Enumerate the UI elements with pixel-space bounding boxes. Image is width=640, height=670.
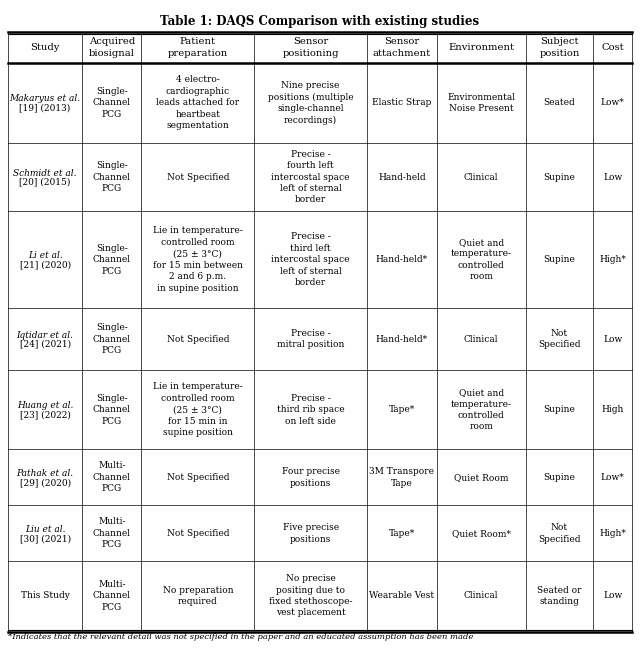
Text: Supine: Supine [543, 255, 575, 264]
Text: Low*: Low* [601, 473, 625, 482]
Text: Supine: Supine [543, 405, 575, 414]
Text: Single-
Channel
PCG: Single- Channel PCG [93, 244, 131, 275]
Text: Low*: Low* [601, 98, 625, 107]
Text: Seated: Seated [543, 98, 575, 107]
Text: Clinical: Clinical [464, 334, 499, 344]
Text: Single-
Channel
PCG: Single- Channel PCG [93, 394, 131, 425]
Text: Nine precise
positions (multiple
single-channel
recordings): Nine precise positions (multiple single-… [268, 81, 353, 125]
Text: Clinical: Clinical [464, 172, 499, 182]
Text: Multi-
Channel
PCG: Multi- Channel PCG [93, 517, 131, 549]
Text: This Study: This Study [20, 591, 70, 600]
Text: [30] (2021): [30] (2021) [19, 534, 70, 543]
Text: Single-
Channel
PCG: Single- Channel PCG [93, 161, 131, 193]
Text: Environment: Environment [448, 43, 514, 52]
Text: Not Specified: Not Specified [166, 334, 229, 344]
Text: Iqtidar et al.: Iqtidar et al. [17, 330, 74, 340]
Text: Supine: Supine [543, 473, 575, 482]
Text: Liu et al.: Liu et al. [25, 525, 65, 534]
Text: Low: Low [603, 334, 622, 344]
Text: Cost: Cost [602, 43, 624, 52]
Text: Hand-held*: Hand-held* [376, 255, 428, 264]
Text: Low: Low [603, 172, 622, 182]
Text: Schmidt et al.: Schmidt et al. [13, 169, 77, 178]
Text: Elastic Strap: Elastic Strap [372, 98, 431, 107]
Text: [19] (2013): [19] (2013) [19, 103, 70, 113]
Text: Not
Specified: Not Specified [538, 523, 580, 543]
Text: High: High [602, 405, 624, 414]
Text: Pathak et al.: Pathak et al. [17, 469, 74, 478]
Text: [29] (2020): [29] (2020) [19, 478, 70, 487]
Text: Quiet and
temperature-
controlled
room: Quiet and temperature- controlled room [451, 388, 511, 431]
Text: Low: Low [603, 591, 622, 600]
Text: 3M Transpore
Tape: 3M Transpore Tape [369, 467, 435, 488]
Text: Precise -
third rib space
on left side: Precise - third rib space on left side [277, 394, 344, 425]
Text: Single-
Channel
PCG: Single- Channel PCG [93, 323, 131, 355]
Text: Precise -
mitral position: Precise - mitral position [277, 329, 344, 349]
Text: Four precise
positions: Four precise positions [282, 467, 340, 488]
Text: Li et al.: Li et al. [28, 251, 63, 260]
Text: Sensor
attachment: Sensor attachment [373, 38, 431, 58]
Text: [23] (2022): [23] (2022) [20, 410, 70, 419]
Text: Table 1: DAQS Comparison with existing studies: Table 1: DAQS Comparison with existing s… [161, 15, 479, 28]
Text: Precise -
fourth left
intercostal space
left of sternal
border: Precise - fourth left intercostal space … [271, 149, 350, 204]
Text: Tape*: Tape* [388, 405, 415, 414]
Text: Lie in temperature-
controlled room
(25 ± 3°C)
for 15 min between
2 and 6 p.m.
i: Lie in temperature- controlled room (25 … [153, 226, 243, 293]
Text: Not
Specified: Not Specified [538, 329, 580, 349]
Text: Tape*: Tape* [388, 529, 415, 538]
Text: *Indicates that the relevant detail was not specified in the paper and an educat: *Indicates that the relevant detail was … [8, 633, 474, 641]
Text: Multi-
Channel
PCG: Multi- Channel PCG [93, 462, 131, 493]
Text: [24] (2021): [24] (2021) [19, 340, 70, 348]
Text: Acquired
biosignal: Acquired biosignal [89, 38, 135, 58]
Text: Not Specified: Not Specified [166, 473, 229, 482]
Text: Supine: Supine [543, 172, 575, 182]
Text: Five precise
positions: Five precise positions [283, 523, 339, 543]
Text: Clinical: Clinical [464, 591, 499, 600]
Text: Not Specified: Not Specified [166, 172, 229, 182]
Text: Study: Study [30, 43, 60, 52]
Text: Quiet Room*: Quiet Room* [452, 529, 511, 538]
Text: Quiet Room: Quiet Room [454, 473, 508, 482]
Text: Wearable Vest: Wearable Vest [369, 591, 435, 600]
Text: Hand-held*: Hand-held* [376, 334, 428, 344]
Text: Patient
preparation: Patient preparation [168, 38, 228, 58]
Text: No precise
positing due to
fixed stethoscope-
vest placement: No precise positing due to fixed stethos… [269, 574, 353, 618]
Text: Hand-held: Hand-held [378, 172, 426, 182]
Text: High*: High* [599, 529, 626, 538]
Text: Not Specified: Not Specified [166, 529, 229, 538]
Text: [21] (2020): [21] (2020) [19, 260, 70, 269]
Text: Quiet and
temperature-
controlled
room: Quiet and temperature- controlled room [451, 238, 511, 281]
Text: High*: High* [599, 255, 626, 264]
Text: Multi-
Channel
PCG: Multi- Channel PCG [93, 580, 131, 612]
Text: [20] (2015): [20] (2015) [19, 178, 71, 186]
Text: Huang et al.: Huang et al. [17, 401, 73, 410]
Text: Sensor
positioning: Sensor positioning [282, 38, 339, 58]
Text: Lie in temperature-
controlled room
(25 ± 3°C)
for 15 min in
supine position: Lie in temperature- controlled room (25 … [153, 383, 243, 437]
Text: No preparation
required: No preparation required [163, 586, 233, 606]
Text: Makaryus et al.: Makaryus et al. [10, 94, 81, 103]
Text: 4 electro-
cardiographic
leads attached for
heartbeat
segmentation: 4 electro- cardiographic leads attached … [156, 76, 239, 130]
Text: Environmental
Noise Present: Environmental Noise Present [447, 92, 515, 113]
Text: Subject
position: Subject position [540, 38, 580, 58]
Text: Precise -
third left
intercostal space
left of sternal
border: Precise - third left intercostal space l… [271, 232, 350, 287]
Text: Single-
Channel
PCG: Single- Channel PCG [93, 87, 131, 119]
Text: Seated or
standing: Seated or standing [537, 586, 582, 606]
